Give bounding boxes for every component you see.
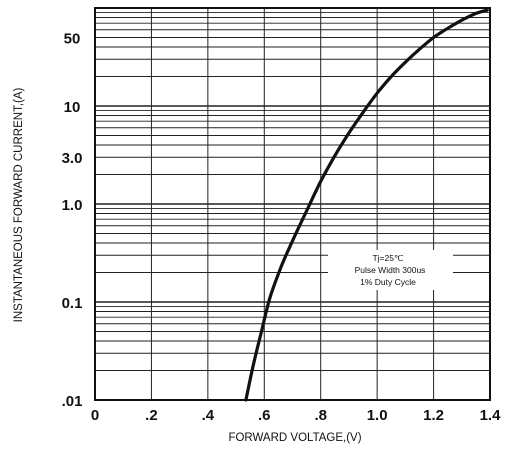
x-tick-label: .4 bbox=[202, 407, 215, 424]
x-tick-label: .6 bbox=[258, 407, 271, 424]
x-axis-label: FORWARD VOLTAGE,(V) bbox=[228, 432, 361, 444]
y-axis-label: INSTANTANEOUS FORWARD CURRENT,(A) bbox=[13, 87, 25, 322]
grid bbox=[95, 8, 490, 400]
note-temperature: Tj=25℃ bbox=[372, 253, 403, 263]
y-tick-label: 1.0 bbox=[62, 197, 83, 214]
x-tick-label: 1.4 bbox=[480, 407, 502, 424]
y-tick-labels: 50 10 3.0 1.0 0.1 .01 bbox=[62, 31, 83, 410]
x-tick-label: 1.0 bbox=[367, 407, 388, 424]
y-tick-label: 10 bbox=[64, 99, 81, 116]
forward-current-curve bbox=[244, 8, 489, 402]
y-tick-label: .01 bbox=[62, 393, 83, 410]
x-tick-label: 0 bbox=[91, 407, 99, 424]
note-pulse-width: Pulse Width 300us bbox=[355, 265, 426, 275]
plot-frame bbox=[94, 7, 491, 401]
note-duty-cycle: 1% Duty Cycle bbox=[360, 277, 416, 287]
x-tick-label: .8 bbox=[314, 407, 327, 424]
x-tick-labels: 0 .2 .4 .6 .8 1.0 1.2 1.4 bbox=[91, 407, 501, 424]
series-layer bbox=[244, 8, 489, 402]
note-background bbox=[328, 250, 453, 290]
y-tick-label: 50 bbox=[64, 31, 81, 48]
y-tick-label: 0.1 bbox=[62, 295, 83, 312]
x-tick-label: 1.2 bbox=[423, 407, 444, 424]
y-tick-label: 3.0 bbox=[62, 150, 83, 167]
conditions-note: Tj=25℃ Pulse Width 300us 1% Duty Cycle bbox=[328, 250, 453, 290]
x-tick-label: .2 bbox=[145, 407, 158, 424]
